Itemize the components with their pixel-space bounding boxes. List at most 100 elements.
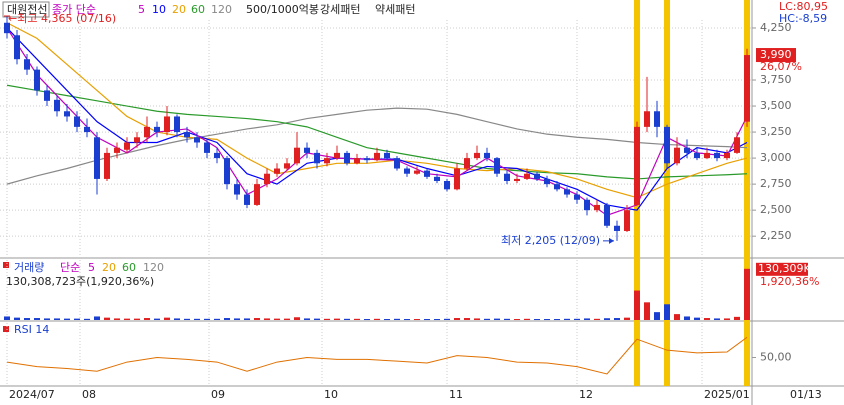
candle-body [454,168,460,190]
candle-body [664,126,670,164]
moving-average [6,107,748,185]
candle-body [244,194,250,205]
volume-bar [554,319,560,321]
candle-body [104,152,110,179]
volume-bar [744,268,750,320]
volume-bar [294,317,300,320]
volume-bar [224,318,230,320]
candle-body [4,22,10,34]
volume-bar [614,318,620,320]
volume-bar [254,318,260,320]
candle-body [94,137,100,179]
x-tick-label: 2024/07 [9,388,55,401]
volume-bar [404,319,410,321]
y-tick-label: 3,250 [760,125,792,138]
y-tick-label: 50,00 [760,351,792,364]
candle-body [154,126,160,133]
candle-body [614,225,620,231]
candle-body [234,184,240,195]
volume-bar [14,317,20,320]
candle-body [574,194,580,200]
volume-bar [24,318,30,320]
candle-body [744,55,750,122]
current-volume-label: 130,309K [758,262,811,275]
candle-body [204,142,210,153]
candle-body [704,152,710,159]
volume-bar [114,318,120,320]
current-price-box [756,48,796,63]
candle-body [224,158,230,185]
candle-body [474,152,480,159]
pattern-legend: 강세패턴 [320,3,360,16]
candle-body [694,152,700,159]
volume-bar [344,318,350,320]
candle-body [164,116,170,133]
x-tick-label: 08 [82,388,96,401]
candle-body [194,137,200,143]
y-tick-label: 4,250 [760,21,792,34]
legend-entry: 5 [138,3,145,16]
title-box [2,1,50,18]
volume-bar [734,316,740,320]
volume-bar [34,318,40,320]
high-annotation: ←최고 4,365 (07/16) [8,12,116,25]
candle-body [674,147,680,164]
candle-body [64,111,70,117]
volume-bar [594,318,600,320]
candle-body [254,184,260,205]
candle-body [734,137,740,153]
candle-body [214,152,220,159]
candle-body [624,210,630,231]
volume-bar [194,318,200,320]
candle-body [174,116,180,133]
candle-body [654,111,660,127]
x-tick-label: 2025/01 [704,388,750,401]
y-tick-label: 3,750 [760,73,792,86]
volume-bar [434,319,440,321]
x-tick-label: 11 [449,388,463,401]
candle-body [24,59,30,70]
candle-body [424,170,430,177]
legend-entry: 60 [122,261,136,274]
y-tick-label: 2,500 [760,203,792,216]
legend-entry: 120 [143,261,164,274]
volume-bar [284,318,290,320]
rsi-title: RSI 14 [14,323,49,336]
moving-average [6,84,748,180]
candle-body [364,158,370,161]
legend-entry: 10 [152,3,166,16]
candle-body [54,99,60,112]
volume-bar [714,318,720,320]
volume-bar [54,318,60,320]
volume-bar [564,318,570,320]
volume-bar [264,318,270,320]
candle-body [484,152,490,159]
candle-body [644,111,650,127]
volume-bar [274,318,280,320]
volume-bar [84,318,90,320]
volume-bar [154,318,160,320]
volume-change-label: 1,920,36% [760,275,819,288]
volume-bar [624,317,630,320]
volume-bar [134,318,140,320]
lc-label: LC:80,95 [779,0,828,13]
volume-bar [704,318,710,320]
legend-entry: 20 [102,261,116,274]
volume-title: 거래량 [14,261,44,274]
pattern-highlight [744,0,750,386]
volume-bar [544,319,550,321]
candle-body [134,137,140,143]
legend-prefix: 단순 [60,261,80,274]
volume-bar [514,319,520,321]
volume-bar [664,304,670,320]
x-tick-label: 09 [211,388,225,401]
volume-bar [64,318,70,320]
candle-body [314,152,320,164]
candle-body [444,181,450,190]
volume-bar [204,318,210,320]
y-tick-label: 3,500 [760,99,792,112]
volume-bar [304,318,310,320]
volume-bar [644,302,650,320]
